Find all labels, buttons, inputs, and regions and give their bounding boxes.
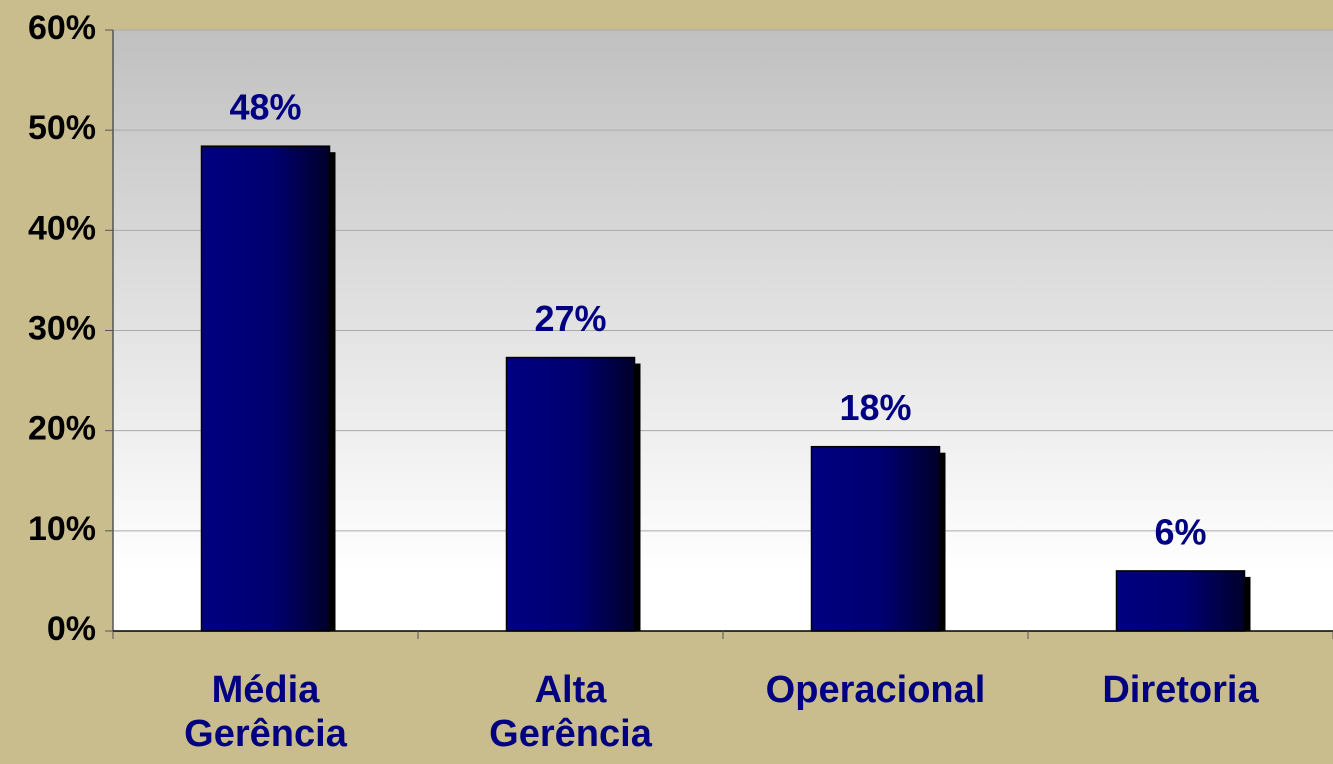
- x-tick-label: Alta Gerência: [489, 669, 652, 755]
- y-tick-label: 60%: [28, 9, 96, 47]
- value-label: 27%: [534, 298, 606, 339]
- bar: [1115, 570, 1246, 632]
- y-tick-label: 0%: [47, 610, 96, 648]
- value-label: 48%: [229, 87, 301, 128]
- bar: [505, 356, 636, 632]
- value-label: 6%: [1154, 511, 1206, 552]
- x-tick-label: Diretoria: [1102, 669, 1259, 711]
- bar: [200, 145, 331, 632]
- value-label: 18%: [839, 387, 911, 428]
- x-tick-label: Operacional: [765, 669, 986, 711]
- bar: [810, 445, 941, 632]
- y-tick-label: 10%: [28, 510, 96, 548]
- y-tick-label: 30%: [28, 309, 96, 347]
- x-tick-label: Média Gerência: [184, 669, 347, 755]
- y-tick-label: 50%: [28, 109, 96, 147]
- y-tick-label: 40%: [28, 209, 96, 247]
- y-tick-label: 20%: [28, 410, 96, 448]
